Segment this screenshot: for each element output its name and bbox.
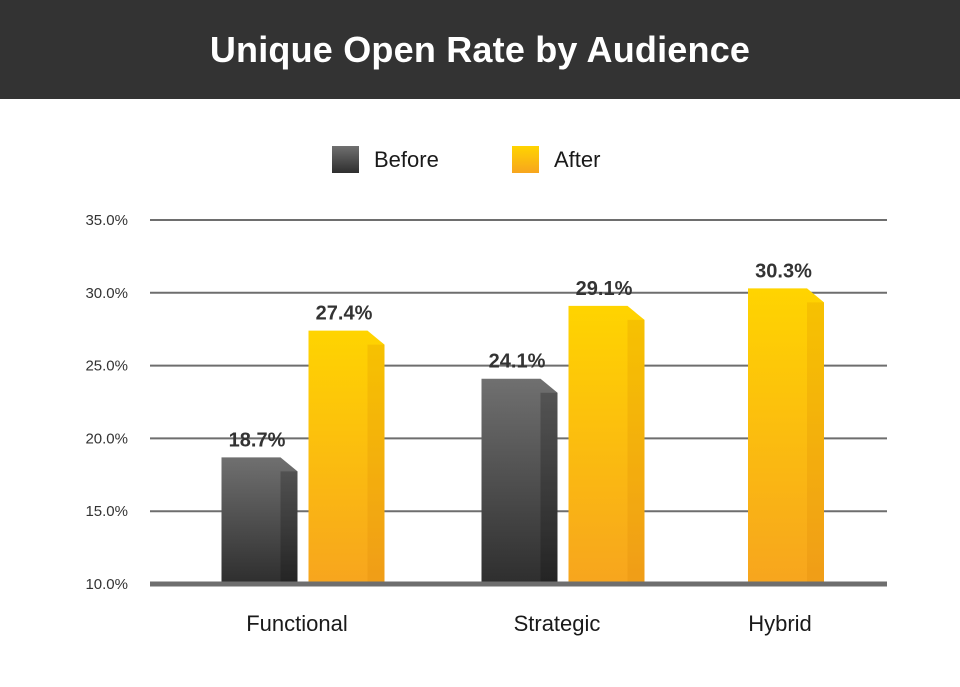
bar-side-shade xyxy=(280,471,298,584)
bar-after-functional: 27.4% xyxy=(308,303,385,584)
bar-before-strategic: 24.1% xyxy=(481,351,558,584)
legend-label: After xyxy=(554,147,600,172)
x-axis-categories: Functional Strategic Hybrid xyxy=(246,611,812,636)
legend-label: Before xyxy=(374,147,439,172)
y-tick-label: 25.0% xyxy=(85,358,128,375)
y-tick-label: 20.0% xyxy=(85,430,128,447)
bar-after-hybrid: 30.3% xyxy=(748,260,824,584)
bar-side-shade xyxy=(807,302,824,584)
legend-item-after: After xyxy=(512,146,600,173)
y-tick-label: 35.0% xyxy=(85,212,128,229)
bar-side-shade xyxy=(367,344,385,584)
legend-item-before: Before xyxy=(332,146,439,173)
legend: Before After xyxy=(332,146,600,173)
bar-shape xyxy=(568,305,645,584)
bar-shape xyxy=(481,378,558,584)
x-category-label: Strategic xyxy=(514,611,601,636)
legend-swatch xyxy=(512,146,539,173)
bar-before-functional: 18.7% xyxy=(221,429,298,584)
bars: 18.7% 27.4% 24.1% 29.1% 30.3% xyxy=(221,260,824,584)
data-label: 30.3% xyxy=(755,260,812,282)
x-category-label: Functional xyxy=(246,611,348,636)
chart-header: Unique Open Rate by Audience xyxy=(0,0,960,99)
data-label: 18.7% xyxy=(229,429,286,451)
legend-swatch xyxy=(332,146,359,173)
y-axis-ticks: 10.0% 15.0% 20.0% 25.0% 30.0% 35.0% xyxy=(85,212,128,593)
y-tick-label: 10.0% xyxy=(85,576,128,593)
bar-shape xyxy=(221,457,298,584)
data-label: 27.4% xyxy=(316,303,373,325)
data-label: 24.1% xyxy=(489,351,546,373)
bar-side-shade xyxy=(540,392,558,584)
y-tick-label: 30.0% xyxy=(85,285,128,302)
bar-side-shade xyxy=(627,319,645,584)
bar-shape xyxy=(748,288,824,584)
bar-shape xyxy=(308,330,385,584)
x-category-label: Hybrid xyxy=(748,611,812,636)
data-label: 29.1% xyxy=(576,278,633,300)
bar-after-strategic: 29.1% xyxy=(568,278,645,584)
y-tick-label: 15.0% xyxy=(85,503,128,520)
chart-title: Unique Open Rate by Audience xyxy=(209,28,751,70)
